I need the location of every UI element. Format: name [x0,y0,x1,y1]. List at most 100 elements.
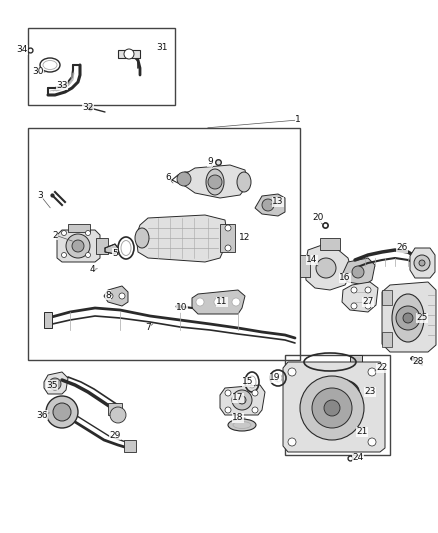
Text: 10: 10 [176,303,188,312]
Polygon shape [382,282,436,352]
Bar [96,238,108,254]
Circle shape [110,407,126,423]
Bar [124,440,136,452]
Text: 28: 28 [412,358,424,367]
Ellipse shape [228,419,256,431]
Text: 14: 14 [306,255,318,264]
Bar [28,28,175,105]
Bar [320,238,340,250]
Polygon shape [255,194,285,216]
Text: 6: 6 [165,174,171,182]
Circle shape [196,298,204,306]
Text: 21: 21 [356,427,367,437]
Circle shape [119,293,125,299]
Polygon shape [342,258,375,285]
Polygon shape [305,245,352,290]
Circle shape [252,390,258,396]
Circle shape [414,255,430,271]
Circle shape [225,390,231,396]
Circle shape [61,230,67,236]
Circle shape [324,400,340,416]
Ellipse shape [135,228,149,248]
Circle shape [288,438,296,446]
Circle shape [225,245,231,251]
Circle shape [66,234,90,258]
Text: 17: 17 [232,393,244,402]
Polygon shape [342,282,378,312]
Text: 22: 22 [376,364,388,373]
Text: 30: 30 [32,68,44,77]
Circle shape [351,287,357,293]
Text: 19: 19 [269,374,281,383]
Circle shape [288,368,296,376]
Circle shape [225,225,231,231]
Text: 23: 23 [364,387,376,397]
Text: 4: 4 [89,265,95,274]
Circle shape [300,376,364,440]
Circle shape [352,266,364,278]
Circle shape [403,313,413,323]
Text: 34: 34 [16,45,28,54]
Text: 27: 27 [362,297,374,306]
Bar [28,128,300,360]
Text: 29: 29 [110,431,121,440]
Text: 3: 3 [37,190,43,199]
Polygon shape [410,248,435,278]
Text: 35: 35 [46,381,58,390]
Circle shape [419,260,425,266]
Bar [68,224,90,232]
Circle shape [208,175,222,189]
Bar [382,290,392,305]
Polygon shape [220,385,265,415]
Text: 20: 20 [312,214,324,222]
Bar [118,50,140,58]
Circle shape [53,403,71,421]
Polygon shape [185,165,248,198]
Polygon shape [192,290,245,314]
Ellipse shape [237,172,251,192]
Polygon shape [57,230,100,262]
Bar [220,224,235,252]
Circle shape [232,390,252,410]
Circle shape [396,306,420,330]
Text: 25: 25 [416,313,427,322]
Polygon shape [104,286,128,306]
Circle shape [316,258,336,278]
Text: 33: 33 [56,80,68,90]
Ellipse shape [324,384,352,400]
Bar [108,403,122,415]
Circle shape [312,388,352,428]
Circle shape [365,287,371,293]
Text: 26: 26 [396,244,408,253]
Circle shape [351,303,357,309]
Text: 2: 2 [52,230,58,239]
Circle shape [124,49,134,59]
Text: 8: 8 [105,290,111,300]
Text: 18: 18 [232,414,244,423]
Circle shape [368,368,376,376]
Text: 15: 15 [242,377,254,386]
Bar [350,355,362,365]
Circle shape [252,407,258,413]
Circle shape [365,303,371,309]
Circle shape [177,172,191,186]
Circle shape [225,407,231,413]
Text: 11: 11 [216,297,228,306]
Bar [44,312,52,328]
Text: 1: 1 [295,116,301,125]
Text: 5: 5 [112,248,118,257]
Circle shape [85,230,91,236]
Circle shape [46,396,78,428]
Text: 13: 13 [272,198,284,206]
Bar [382,332,392,347]
Ellipse shape [206,169,224,195]
Bar [300,255,310,277]
Circle shape [107,293,113,299]
Polygon shape [105,244,118,254]
Circle shape [262,199,274,211]
Text: 31: 31 [156,44,168,52]
Circle shape [238,396,246,404]
Polygon shape [44,372,68,394]
Circle shape [214,298,222,306]
Ellipse shape [392,294,424,342]
